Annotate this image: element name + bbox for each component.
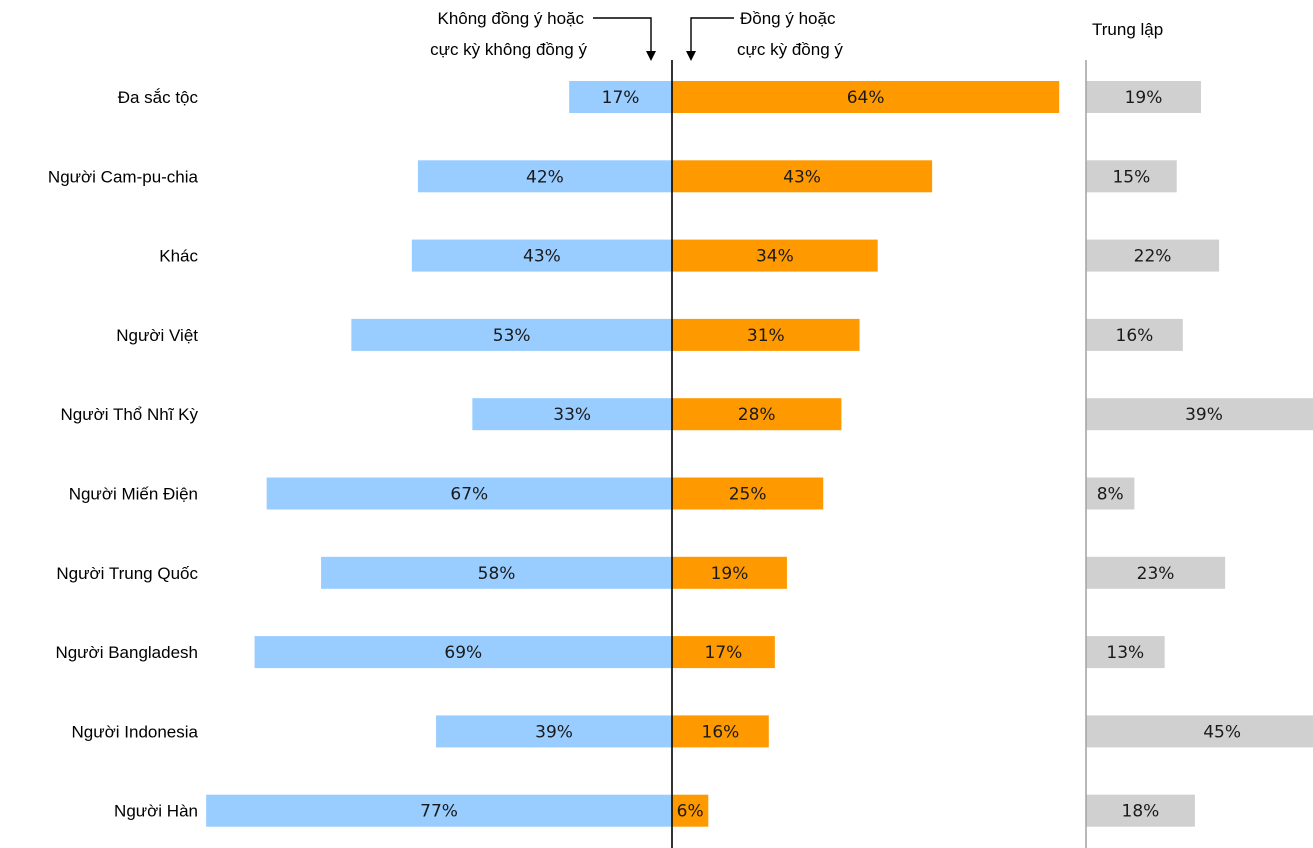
bar-disagree	[411, 239, 672, 272]
value-label-agree: 31%	[747, 326, 785, 346]
bar-agree	[672, 556, 787, 589]
bars-layer: Đa sắc tộc 17% 64% 19% Người Cam-pu-chia 42% 4…	[48, 81, 1313, 827]
value-label-agree: 43%	[783, 167, 821, 187]
bar-disagree	[417, 160, 672, 193]
value-label-disagree: 17%	[602, 88, 640, 108]
bar-neutral	[1086, 556, 1226, 589]
category-label: Khác	[159, 247, 198, 266]
bar-agree	[672, 318, 860, 351]
value-label-disagree: 33%	[553, 405, 591, 425]
category-label: Người Indonesia	[72, 722, 199, 741]
value-label-neutral: 15%	[1112, 167, 1150, 187]
value-label-neutral: 16%	[1116, 326, 1154, 346]
legend-neutral: Trung lập	[1092, 20, 1163, 39]
bar-agree	[672, 715, 769, 748]
value-label-neutral: 22%	[1134, 247, 1172, 267]
bar-disagree	[569, 81, 672, 113]
bar-disagree	[266, 477, 672, 510]
legend-agree-line-2: cực kỳ đồng ý	[737, 40, 843, 59]
legend-disagree-line-1: Không đồng ý hoặc	[437, 9, 584, 28]
bar-neutral	[1086, 318, 1183, 351]
bar-disagree	[254, 636, 673, 669]
legend: Không đồng ý hoặc cực kỳ không đồng ý Đồ…	[430, 9, 1163, 61]
value-label-disagree: 43%	[523, 247, 561, 267]
value-label-disagree: 67%	[450, 485, 488, 505]
bar-agree	[672, 477, 824, 510]
value-label-neutral: 13%	[1106, 643, 1144, 663]
bar-disagree	[472, 398, 672, 431]
value-label-agree: 25%	[729, 485, 767, 505]
value-label-neutral: 45%	[1203, 722, 1241, 742]
category-label: Người Hàn	[114, 802, 198, 821]
category-label: Người Miến Điện	[69, 485, 198, 504]
value-label-disagree: 58%	[478, 564, 516, 584]
legend-disagree-arrow	[593, 17, 656, 61]
value-label-agree: 16%	[702, 722, 740, 742]
value-label-disagree: 53%	[493, 326, 531, 346]
value-label-disagree: 69%	[444, 643, 482, 663]
legend-agree-line-1: Đồng ý hoặc	[740, 9, 836, 28]
bar-agree	[672, 398, 842, 431]
value-label-disagree: 77%	[420, 802, 458, 822]
bar-neutral	[1086, 794, 1195, 827]
value-label-agree: 19%	[711, 564, 749, 584]
bar-disagree	[321, 556, 672, 589]
category-label: Người Việt	[116, 326, 198, 345]
category-label: Người Thổ Nhĩ Kỳ	[61, 405, 199, 424]
bar-neutral	[1086, 398, 1313, 431]
bar-neutral	[1086, 636, 1165, 669]
value-label-neutral: 23%	[1137, 564, 1175, 584]
bar-neutral	[1086, 160, 1177, 193]
value-label-neutral: 8%	[1097, 485, 1124, 505]
value-label-agree: 17%	[705, 643, 743, 663]
bar-disagree	[436, 715, 672, 748]
bar-neutral	[1086, 239, 1220, 272]
value-label-disagree: 42%	[526, 167, 564, 187]
category-label: Người Trung Quốc	[56, 564, 198, 583]
bar-neutral	[1086, 477, 1135, 510]
bar-agree	[672, 160, 933, 193]
bar-agree	[672, 636, 775, 669]
value-label-neutral: 18%	[1122, 802, 1160, 822]
category-label: Người Bangladesh	[55, 643, 198, 662]
value-label-neutral: 19%	[1125, 88, 1163, 108]
value-label-agree: 64%	[847, 88, 885, 108]
category-label: Người Cam-pu-chia	[48, 167, 199, 186]
bar-neutral	[1086, 81, 1201, 113]
value-label-neutral: 39%	[1185, 405, 1223, 425]
value-label-agree: 28%	[738, 405, 776, 425]
bar-agree	[672, 794, 709, 827]
category-label: Đa sắc tộc	[118, 88, 199, 107]
bar-agree	[672, 81, 1060, 113]
legend-agree-arrow	[686, 17, 734, 61]
bar-agree	[672, 239, 878, 272]
bar-disagree	[206, 794, 672, 827]
bar-disagree	[351, 318, 672, 351]
value-label-disagree: 39%	[535, 722, 573, 742]
legend-disagree-line-2: cực kỳ không đồng ý	[430, 40, 587, 59]
value-label-agree: 34%	[756, 247, 794, 267]
bar-neutral	[1086, 715, 1313, 748]
value-label-agree: 6%	[677, 802, 704, 822]
